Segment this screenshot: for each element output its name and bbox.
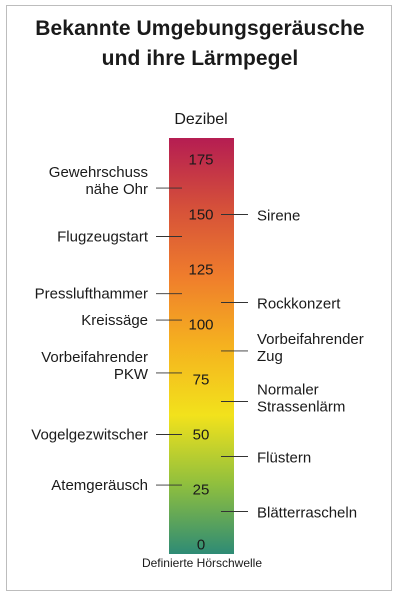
right-label-4-line-1: Normaler	[257, 382, 319, 399]
left-label-2-line-1: Flugzeugstart	[57, 229, 149, 246]
right-label-3-line-1: Vorbeifahrender	[257, 331, 364, 348]
tick-label-50: 50	[193, 427, 210, 444]
right-label-3-line-2: Zug	[257, 348, 283, 365]
right-label-1-line-1: Sirene	[257, 208, 300, 225]
unit-label: Dezibel	[174, 111, 228, 128]
tick-label-25: 25	[193, 482, 210, 499]
right-label-4-line-2: Strassenlärm	[257, 399, 345, 416]
chart-title-line-1: Bekannte Umgebungsgeräusche	[35, 17, 365, 40]
tick-label-75: 75	[193, 372, 210, 389]
tick-label-175: 175	[188, 152, 213, 169]
left-label-5-line-2: PKW	[114, 366, 149, 383]
left-label-5-line-1: Vorbeifahrender	[41, 349, 148, 366]
right-label-6-line-1: Blätterrascheln	[257, 505, 357, 522]
tick-label-150: 150	[188, 207, 213, 224]
chart-title: Bekannte Umgebungsgeräusche und ihre Lär…	[0, 14, 400, 74]
left-label-1-line-1: Gewehrschuss	[49, 164, 148, 181]
left-label-3-line-1: Presslufthammer	[35, 286, 148, 303]
right-label-2-line-1: Rockkonzert	[257, 296, 341, 313]
left-label-4-line-1: Kreissäge	[81, 312, 148, 329]
left-label-7-line-1: Atemgeräusch	[51, 477, 148, 494]
left-label-6-line-1: Vogelgezwitscher	[31, 427, 148, 444]
tick-label-100: 100	[188, 317, 213, 334]
right-label-5-line-1: Flüstern	[257, 450, 311, 467]
hearing-threshold-label: Definierte Hörschwelle	[141, 556, 263, 570]
left-label-1-line-2: nähe Ohr	[85, 181, 148, 198]
chart-title-line-2: und ihre Lärmpegel	[101, 47, 299, 70]
tick-label-125: 125	[188, 262, 213, 279]
tick-label-0: 0	[197, 537, 205, 554]
